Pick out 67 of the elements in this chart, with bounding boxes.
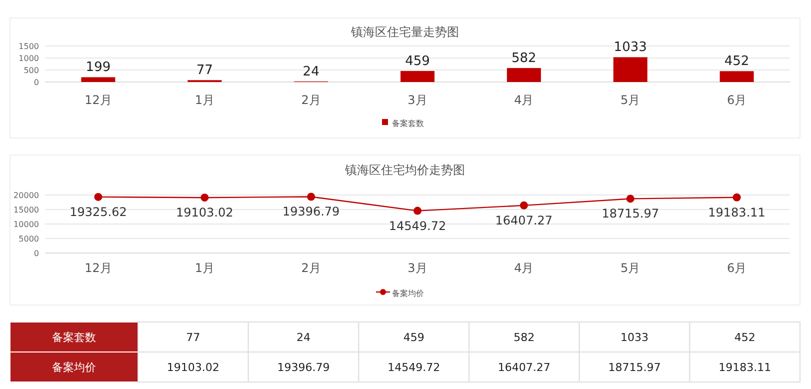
x-tick-label: 5月	[620, 93, 640, 107]
legend: 备案套数	[382, 119, 424, 128]
data-label: 19183.11	[708, 205, 766, 220]
x-tick-label: 4月	[514, 93, 534, 107]
bar	[613, 57, 648, 82]
data-label: 19183.11	[718, 361, 772, 374]
data-label: 1033	[620, 331, 648, 344]
x-tick-label: 3月	[408, 261, 428, 275]
x-tick-label: 1月	[194, 93, 214, 107]
data-label: 452	[724, 54, 750, 70]
y-tick-label: 1500	[18, 42, 39, 51]
x-tick-label: 5月	[620, 261, 640, 275]
point	[626, 194, 634, 203]
x-tick-label: 2月	[301, 93, 321, 107]
bar	[720, 71, 754, 82]
data-label: 452	[734, 331, 756, 344]
bar	[400, 70, 434, 82]
legend-label: 备案套数	[392, 119, 424, 128]
data-label: 582	[512, 51, 536, 66]
data-label: 14549.72	[388, 218, 446, 233]
data-label: 77	[196, 63, 213, 78]
point	[520, 201, 528, 210]
data-label: 16407.27	[495, 213, 553, 228]
data-label: 19103.02	[176, 206, 234, 220]
point	[414, 206, 422, 215]
x-tick-label: 1月	[194, 261, 214, 275]
legend-label: 备案均价	[392, 289, 424, 298]
data-label: 14549.72	[388, 361, 440, 374]
x-tick-label: 12月	[84, 93, 112, 107]
x-tick-label: 2月	[301, 261, 321, 275]
y-tick-label: 20000	[14, 191, 39, 200]
y-tick-label: 5000	[18, 234, 39, 244]
data-label: 18715.97	[602, 206, 659, 221]
y-tick-label: 10000	[14, 220, 39, 229]
point	[94, 192, 102, 201]
data-label: 19396.79	[282, 204, 340, 219]
x-tick-label: 6月	[726, 93, 747, 107]
data-label: 582	[514, 331, 535, 344]
y-tick-label: 15000	[14, 206, 39, 214]
data-label: 16407.27	[498, 361, 550, 374]
chart-title: 镇海区住宅均价走势图	[344, 163, 465, 177]
data-label: 1033	[614, 40, 647, 56]
data-label: 19103.02	[166, 361, 220, 374]
bar	[81, 77, 116, 82]
data-label: 77	[186, 331, 200, 344]
y-tick-label: 0	[34, 249, 39, 258]
bar	[506, 68, 541, 82]
data-label: 24	[296, 331, 310, 344]
data-label: 19396.79	[277, 361, 330, 374]
x-tick-label: 4月	[514, 261, 534, 275]
legend: 备案均价	[376, 289, 424, 298]
point	[307, 192, 316, 201]
point	[732, 193, 741, 202]
data-label: 199	[86, 60, 111, 76]
data-label: 459	[405, 54, 430, 69]
x-tick-label: 12月	[84, 261, 112, 275]
data-label: 459	[403, 331, 424, 344]
data-label: 24	[302, 64, 320, 80]
y-tick-label: 0	[34, 78, 39, 87]
chart-title: 镇海区住宅量走势图	[350, 25, 459, 39]
data-label: 18715.97	[608, 361, 661, 374]
y-tick-label: 1000	[18, 54, 39, 63]
x-tick-label: 3月	[408, 93, 428, 107]
data-label: 19325.62	[70, 204, 127, 219]
x-tick-label: 6月	[726, 261, 747, 275]
point	[200, 194, 209, 202]
y-tick-label: 500	[24, 66, 39, 75]
